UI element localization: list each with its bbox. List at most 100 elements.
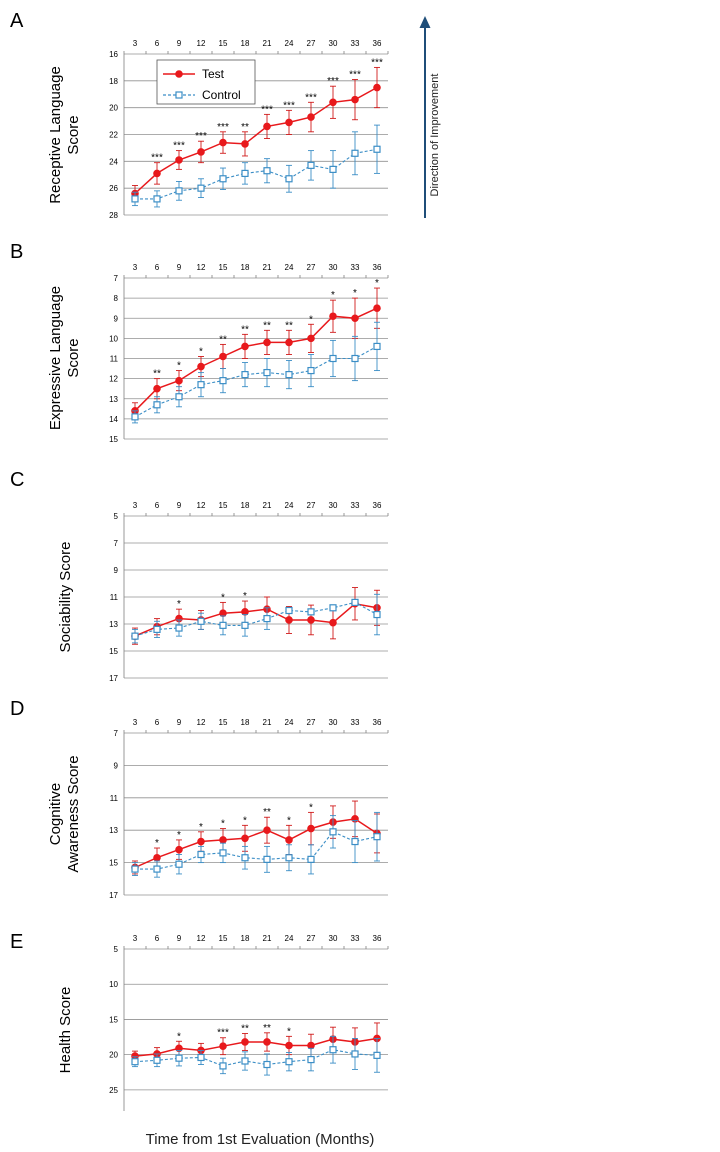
y-tick-label: 11: [110, 593, 119, 602]
significance-marker: *: [331, 290, 335, 301]
y-tick-label: 7: [114, 729, 119, 738]
direction-label: Direction of Improvement: [429, 74, 441, 197]
data-point: [263, 122, 271, 131]
data-point: [329, 618, 337, 627]
x-tick-label: 24: [285, 263, 294, 272]
data-point: [153, 169, 161, 178]
significance-marker: *: [199, 822, 203, 833]
data-point: [307, 608, 315, 616]
series-test: [131, 1022, 381, 1062]
x-tick-label: 21: [263, 934, 272, 943]
x-tick-label: 12: [197, 39, 206, 48]
y-tick-label: 5: [114, 512, 119, 521]
data-point: [329, 828, 337, 836]
legend-test-marker: [175, 70, 183, 78]
y-tick-label: 5: [114, 945, 119, 954]
significance-marker: **: [263, 1023, 271, 1034]
data-point: [153, 865, 161, 873]
x-tick-label: 15: [219, 263, 228, 272]
series-control: [131, 124, 381, 208]
significance-marker: ***: [305, 92, 317, 103]
data-point: [263, 167, 271, 175]
x-tick-label: 27: [307, 39, 316, 48]
significance-marker: ***: [261, 104, 273, 115]
data-point: [285, 836, 293, 844]
data-point: [175, 1054, 183, 1062]
data-point: [197, 381, 205, 389]
series-test: [131, 800, 381, 875]
y-axis-label-line: Cognitive: [47, 783, 64, 846]
significance-marker: *: [375, 278, 379, 289]
significance-marker: *: [177, 1031, 181, 1042]
data-point: [219, 175, 227, 183]
data-point: [285, 1058, 293, 1066]
significance-marker: **: [263, 807, 271, 818]
data-point: [219, 621, 227, 629]
x-tick-label: 33: [351, 501, 360, 510]
y-tick-label: 7: [114, 274, 119, 283]
x-axis-title: Time from 1st Evaluation (Months): [146, 1131, 375, 1148]
significance-marker: *: [243, 815, 247, 826]
y-axis-label: Health Score: [57, 987, 74, 1074]
x-tick-label: 3: [133, 263, 138, 272]
series-line: [135, 148, 378, 200]
y-tick-label: 25: [109, 1086, 118, 1095]
x-tick-label: 36: [373, 934, 382, 943]
data-point: [351, 314, 359, 323]
x-tick-label: 6: [155, 263, 160, 272]
data-point: [351, 1050, 359, 1058]
significance-marker: **: [241, 324, 249, 335]
data-point: [175, 376, 183, 385]
data-point: [241, 1038, 249, 1046]
x-tick-label: 27: [307, 501, 316, 510]
series-line: [134, 307, 378, 412]
x-tick-label: 30: [329, 263, 338, 272]
data-point: [285, 616, 293, 624]
x-tick-label: 12: [197, 263, 206, 272]
x-tick-label: 36: [373, 39, 382, 48]
y-tick-label: 11: [110, 355, 119, 364]
y-tick-label: 22: [109, 131, 118, 140]
y-tick-label: 8: [114, 294, 119, 303]
y-axis-label: Sociability Score: [57, 542, 74, 653]
x-tick-label: 33: [351, 718, 360, 727]
significance-marker: **: [219, 334, 227, 345]
x-tick-label: 33: [351, 934, 360, 943]
data-point: [131, 1058, 139, 1066]
series-test: [131, 287, 381, 420]
y-axis-label-line: Score: [65, 115, 82, 154]
y-tick-label: 13: [109, 620, 118, 629]
x-tick-label: 9: [177, 934, 182, 943]
series-control: [131, 321, 381, 424]
x-tick-label: 33: [351, 39, 360, 48]
data-point: [329, 312, 337, 321]
x-tick-label: 6: [155, 934, 160, 943]
x-tick-label: 3: [133, 718, 138, 727]
y-axis-label-line: Expressive Language: [47, 286, 64, 430]
data-point: [197, 148, 205, 156]
panel-letter: D: [10, 698, 24, 720]
data-point: [175, 624, 183, 632]
data-point: [219, 836, 227, 844]
data-point: [241, 371, 249, 379]
data-point: [131, 413, 139, 421]
data-point: [241, 169, 249, 178]
data-point: [197, 850, 205, 859]
x-tick-label: 18: [241, 934, 250, 943]
data-point: [373, 1051, 381, 1059]
legend-control-marker: [175, 91, 183, 99]
panel-letter: E: [10, 931, 23, 953]
x-tick-label: 12: [197, 718, 206, 727]
x-tick-label: 3: [133, 501, 138, 510]
x-tick-label: 15: [219, 718, 228, 727]
data-point: [153, 195, 161, 203]
data-point: [285, 175, 293, 183]
x-tick-label: 30: [329, 39, 338, 48]
data-point: [241, 621, 249, 629]
data-point: [307, 1055, 315, 1064]
x-tick-label: 9: [177, 39, 182, 48]
significance-marker: *: [243, 591, 247, 602]
significance-marker: *: [287, 1026, 291, 1037]
x-tick-label: 15: [219, 934, 228, 943]
